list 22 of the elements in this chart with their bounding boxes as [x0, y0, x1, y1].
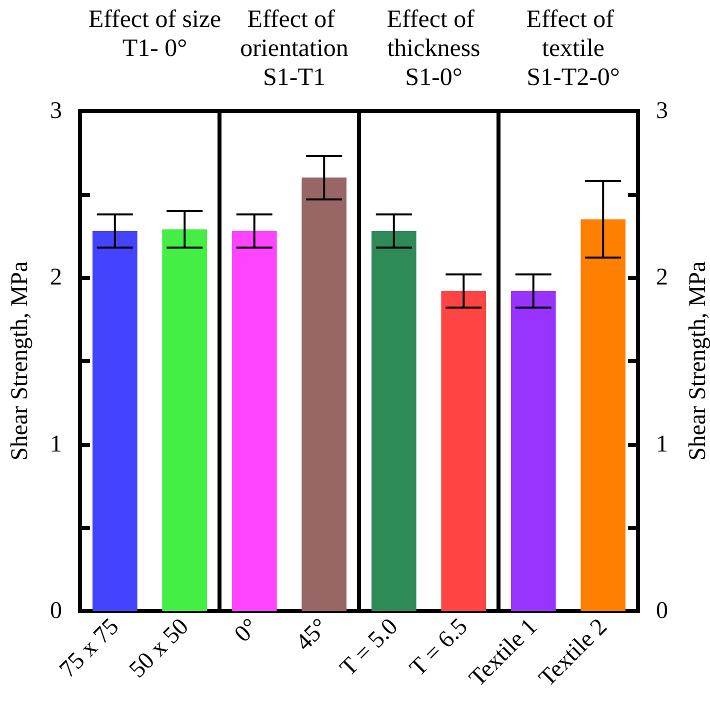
y2-tick-label: 1	[656, 431, 668, 458]
chart-title: Effect of orientation	[240, 6, 349, 62]
x-tick-label: 50 x 50	[124, 614, 194, 684]
x-tick-label: 45°	[291, 614, 334, 656]
y2-axis-title: Shear Strength, MPa	[685, 260, 710, 461]
y-tick-label: 1	[50, 431, 62, 458]
y2-tick-label: 2	[656, 264, 668, 291]
chart-subtitle: T1- 0°	[122, 35, 188, 62]
chart-subtitle: S1-0°	[405, 64, 462, 91]
x-tick-label: T = 5.0	[335, 614, 404, 682]
y-tick-label: 2	[50, 264, 62, 291]
y-tick-label: 0	[50, 598, 62, 624]
y-tick-label: 3	[50, 98, 62, 124]
chart-subtitle: S1-T1	[263, 64, 326, 91]
chart-title: Effect of size	[88, 6, 222, 33]
y2-tick-label: 3	[656, 98, 668, 124]
chart-subtitle: S1-T2-0°	[526, 64, 620, 91]
y-axis-title: Shear Strength, MPa	[7, 260, 33, 461]
y2-tick-label: 0	[656, 598, 668, 624]
chart-title: Effect of thickness	[386, 6, 481, 62]
chart-title: Effect of textile	[526, 6, 620, 62]
x-tick-label: 0°	[230, 614, 264, 648]
